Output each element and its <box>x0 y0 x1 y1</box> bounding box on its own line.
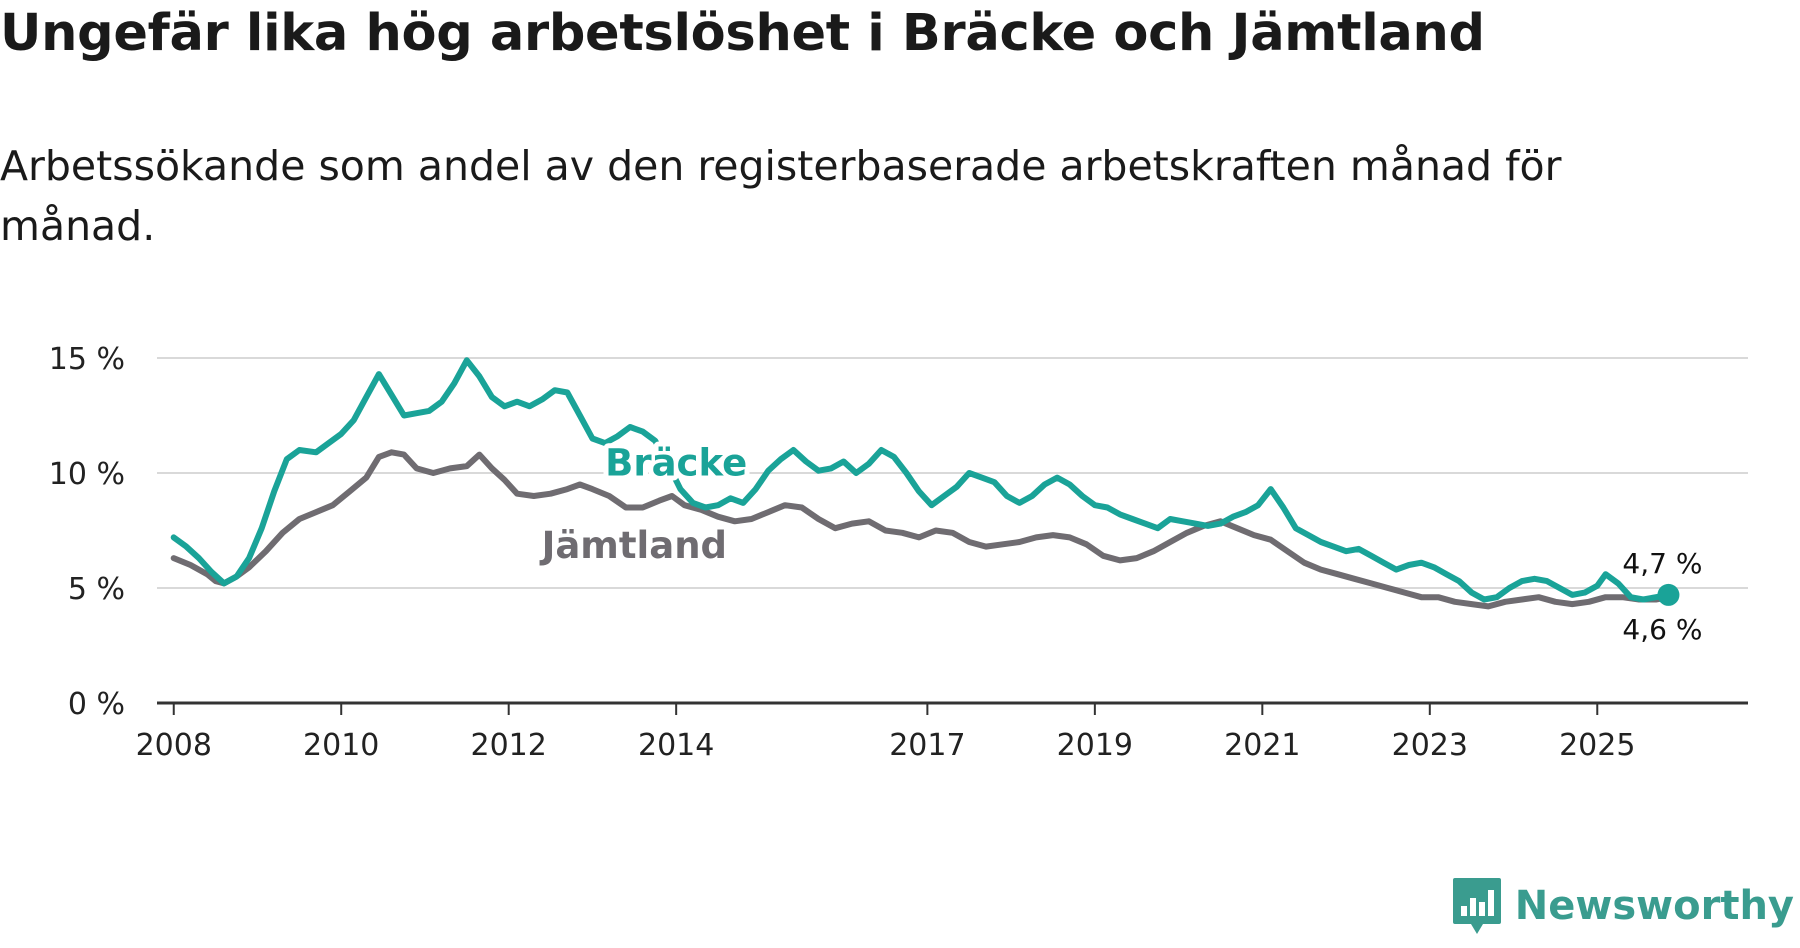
y-tick-label: 0 % <box>68 687 125 722</box>
jamtland-series-label: Jämtland <box>539 524 727 567</box>
bracke-end-marker <box>1657 583 1680 606</box>
bracke-end-label: 4,7 % <box>1622 547 1702 580</box>
y-tick-label: 10 % <box>49 457 125 492</box>
x-tick-label: 2021 <box>1224 728 1300 763</box>
y-tick-label: 15 % <box>49 342 125 377</box>
jamtland-line <box>170 449 1672 610</box>
x-tick-label: 2008 <box>136 728 212 763</box>
x-tick-label: 2014 <box>638 728 714 763</box>
y-tick-label: 5 % <box>68 572 125 607</box>
jamtland-end-label: 4,6 % <box>1622 613 1702 646</box>
y-axis-ticks: 0 % 5 % 10 % 15 % <box>49 342 125 722</box>
x-axis-ticks: 2008 2010 2012 2014 2017 2019 2021 2023 2025 <box>136 703 1635 763</box>
bracke-line <box>170 357 1672 603</box>
x-tick-label: 2025 <box>1559 728 1635 763</box>
series-lines <box>170 357 1680 610</box>
newsworthy-icon <box>1452 878 1501 934</box>
chart-subtitle: Arbetssökande som andel av den registerb… <box>0 142 1562 250</box>
bracke-series-label: Bräcke <box>605 441 747 484</box>
x-tick-label: 2010 <box>303 728 379 763</box>
series-labels: Jämtland 4,6 % Bräcke 4,7 % <box>534 436 1706 649</box>
x-tick-label: 2017 <box>889 728 965 763</box>
x-tick-label: 2019 <box>1057 728 1133 763</box>
x-tick-label: 2023 <box>1392 728 1468 763</box>
chart-title: Ungefär lika hög arbetslöshet i Bräcke o… <box>0 4 1485 63</box>
newsworthy-logo[interactable]: Newsworthy <box>1451 876 1794 936</box>
x-tick-label: 2012 <box>471 728 547 763</box>
brand-name: Newsworthy <box>1514 883 1794 929</box>
